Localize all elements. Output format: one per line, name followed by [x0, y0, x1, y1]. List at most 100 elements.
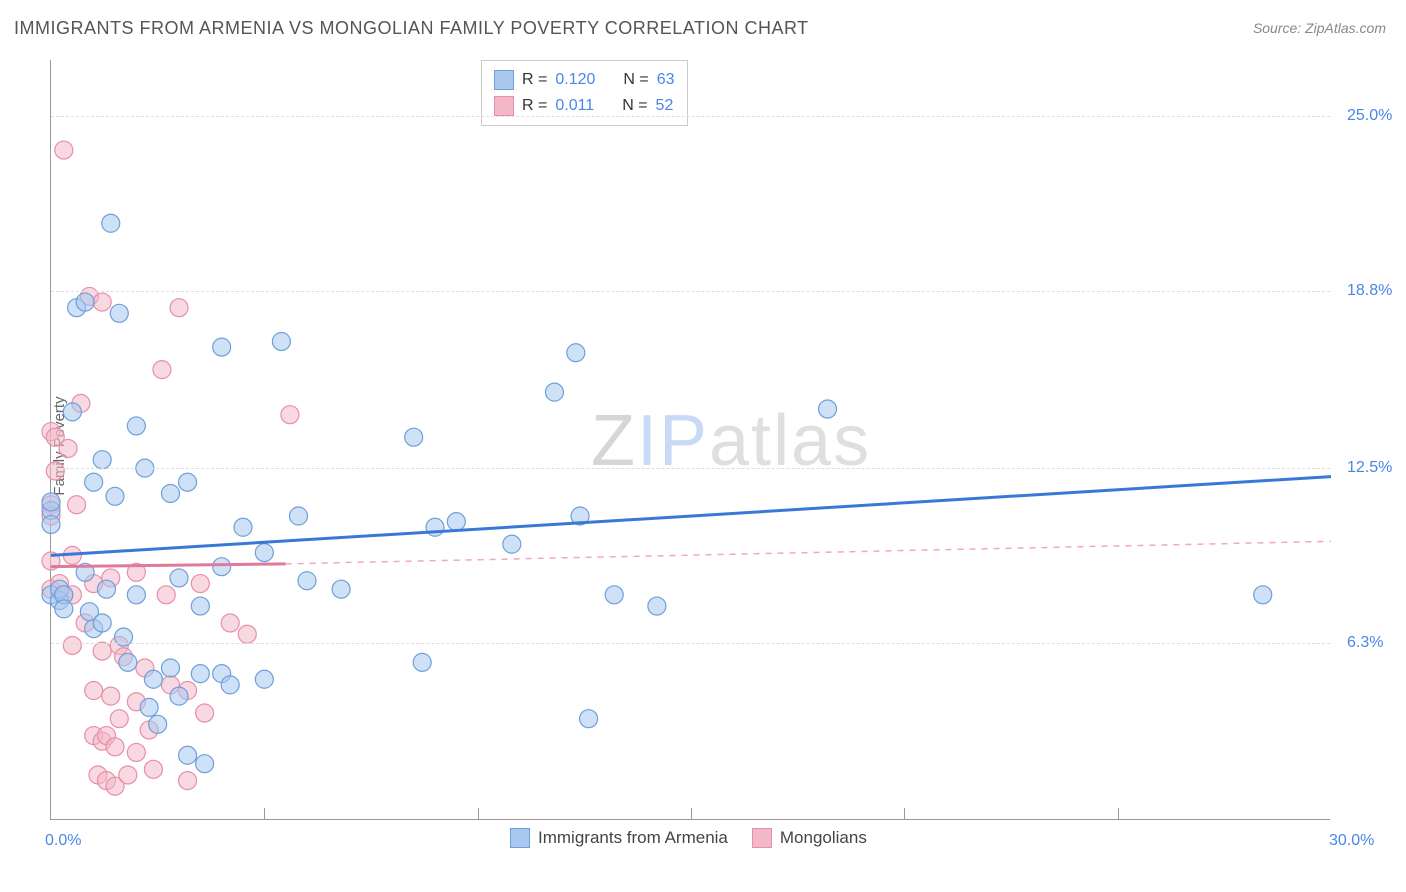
point-series-b: [93, 642, 111, 660]
point-series-a: [85, 473, 103, 491]
xtick-minor: [691, 808, 692, 820]
point-series-b: [153, 361, 171, 379]
ytick-label: 18.8%: [1347, 282, 1392, 300]
xtick-minor: [264, 808, 265, 820]
point-series-a: [55, 600, 73, 618]
gridline-h: [51, 291, 1330, 292]
point-series-b: [238, 625, 256, 643]
xtick-minor: [904, 808, 905, 820]
trendline-b-dash: [286, 541, 1331, 564]
point-series-a: [405, 428, 423, 446]
point-series-a: [97, 580, 115, 598]
point-series-a: [161, 484, 179, 502]
point-series-b: [281, 406, 299, 424]
n-value-a: 63: [657, 67, 675, 93]
chart-title: IMMIGRANTS FROM ARMENIA VS MONGOLIAN FAM…: [14, 18, 809, 39]
point-series-a: [298, 572, 316, 590]
gridline-h: [51, 643, 1330, 644]
point-series-a: [648, 597, 666, 615]
point-series-a: [102, 214, 120, 232]
point-series-a: [289, 507, 307, 525]
source-label: Source: ZipAtlas.com: [1253, 20, 1386, 36]
point-series-a: [580, 710, 598, 728]
point-series-a: [149, 715, 167, 733]
swatch-series-b: [752, 828, 772, 848]
point-series-b: [179, 772, 197, 790]
point-series-b: [196, 704, 214, 722]
point-series-b: [191, 575, 209, 593]
point-series-a: [234, 518, 252, 536]
point-series-b: [55, 141, 73, 159]
point-series-b: [68, 496, 86, 514]
point-series-a: [196, 755, 214, 773]
point-series-a: [272, 332, 290, 350]
point-series-b: [85, 682, 103, 700]
xtick-label: 0.0%: [45, 832, 81, 850]
point-series-a: [76, 293, 94, 311]
point-series-b: [63, 636, 81, 654]
point-series-a: [93, 451, 111, 469]
point-series-a: [179, 746, 197, 764]
point-series-a: [42, 493, 60, 511]
point-series-b: [170, 299, 188, 317]
point-series-a: [819, 400, 837, 418]
r-value-a: 0.120: [555, 67, 595, 93]
point-series-b: [46, 462, 64, 480]
n-label: N =: [622, 93, 647, 119]
ytick-label: 25.0%: [1347, 107, 1392, 125]
point-series-a: [170, 687, 188, 705]
legend-item-a: Immigrants from Armenia: [510, 828, 728, 848]
point-series-a: [127, 417, 145, 435]
point-series-a: [106, 487, 124, 505]
xtick-label: 30.0%: [1329, 832, 1374, 850]
legend-stats-row-b: R = 0.011 N = 52: [494, 93, 675, 119]
point-series-b: [106, 738, 124, 756]
point-series-a: [161, 659, 179, 677]
chart-svg: [51, 60, 1330, 819]
point-series-a: [144, 670, 162, 688]
r-label: R =: [522, 67, 547, 93]
point-series-a: [170, 569, 188, 587]
swatch-series-b: [494, 96, 514, 116]
point-series-a: [127, 586, 145, 604]
swatch-series-a: [494, 70, 514, 90]
point-series-a: [545, 383, 563, 401]
swatch-series-a: [510, 828, 530, 848]
chart-container: IMMIGRANTS FROM ARMENIA VS MONGOLIAN FAM…: [0, 0, 1406, 892]
trendline-a: [51, 477, 1331, 556]
point-series-a: [191, 665, 209, 683]
point-series-a: [221, 676, 239, 694]
point-series-a: [191, 597, 209, 615]
point-series-b: [102, 687, 120, 705]
point-series-a: [332, 580, 350, 598]
plot-area: ZIPatlas R = 0.120 N = 63 R = 0.011 N = …: [50, 60, 1330, 820]
gridline-h: [51, 468, 1330, 469]
gridline-h: [51, 116, 1330, 117]
point-series-b: [127, 743, 145, 761]
point-series-a: [605, 586, 623, 604]
point-series-a: [213, 338, 231, 356]
point-series-a: [255, 670, 273, 688]
r-value-b: 0.011: [555, 93, 594, 119]
legend-stats-row-a: R = 0.120 N = 63: [494, 67, 675, 93]
xtick-minor: [1118, 808, 1119, 820]
point-series-a: [567, 344, 585, 362]
point-series-b: [119, 766, 137, 784]
legend-series: Immigrants from Armenia Mongolians: [510, 828, 867, 848]
point-series-b: [144, 760, 162, 778]
point-series-a: [1254, 586, 1272, 604]
legend-item-b: Mongolians: [752, 828, 867, 848]
point-series-a: [140, 698, 158, 716]
point-series-a: [179, 473, 197, 491]
point-series-a: [213, 558, 231, 576]
point-series-b: [110, 710, 128, 728]
point-series-a: [255, 544, 273, 562]
ytick-label: 6.3%: [1347, 634, 1383, 652]
point-series-a: [42, 515, 60, 533]
n-value-b: 52: [656, 93, 674, 119]
point-series-b: [59, 439, 77, 457]
point-series-b: [221, 614, 239, 632]
point-series-b: [157, 586, 175, 604]
point-series-b: [93, 293, 111, 311]
r-label: R =: [522, 93, 547, 119]
